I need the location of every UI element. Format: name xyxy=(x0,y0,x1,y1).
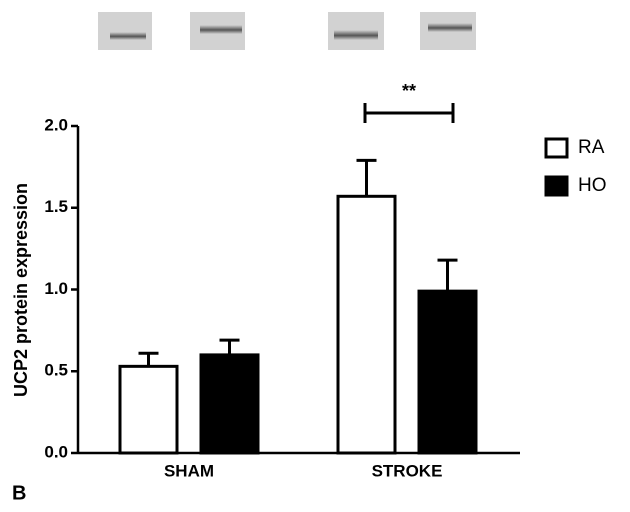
x-tick-label: STROKE xyxy=(372,461,443,480)
bar xyxy=(120,366,177,453)
bar xyxy=(201,355,258,453)
y-tick-label: 1.0 xyxy=(44,279,68,298)
bar xyxy=(419,291,476,453)
legend-swatch xyxy=(546,177,567,195)
chart: B UCP2 protein expression ** 0.0 0.5 1.0 1.… xyxy=(0,0,630,512)
legend-label: RA xyxy=(578,137,605,158)
x-tick-label: SHAM xyxy=(164,461,214,480)
bar xyxy=(338,196,395,453)
significance-label: ** xyxy=(402,81,416,101)
panel-label: B xyxy=(12,482,26,504)
y-tick-label: 0.0 xyxy=(44,442,68,461)
western-blot xyxy=(98,12,476,50)
y-tick-label: 0.5 xyxy=(44,361,68,380)
legend-label: HO xyxy=(578,175,607,196)
y-tick-label: 1.5 xyxy=(44,197,68,216)
y-tick-label: 2.0 xyxy=(44,115,68,134)
legend-swatch xyxy=(546,139,567,157)
y-axis-label: UCP2 protein expression xyxy=(11,183,31,397)
